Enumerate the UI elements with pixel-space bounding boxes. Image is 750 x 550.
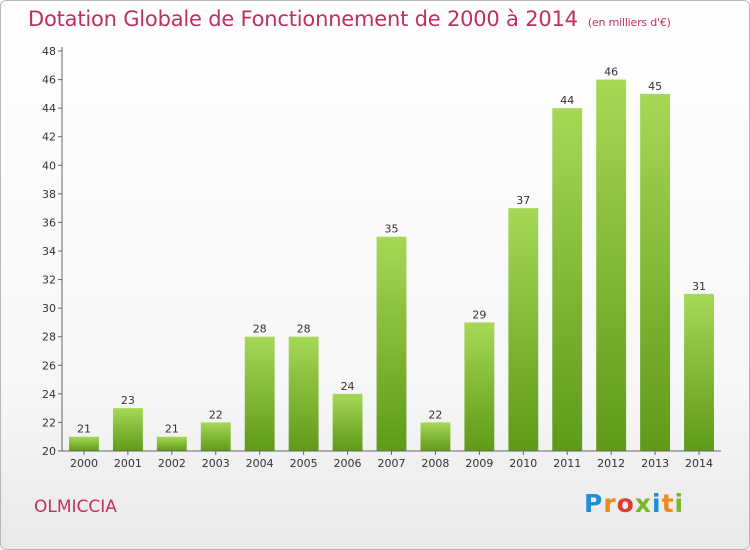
bar-2008 bbox=[420, 422, 451, 451]
logo-letter: i bbox=[674, 489, 685, 518]
x-tick-label-2010: 2010 bbox=[509, 457, 537, 470]
logo-letter: r bbox=[603, 489, 617, 518]
bar-2009 bbox=[464, 322, 495, 451]
data-label-2011: 44 bbox=[560, 94, 574, 107]
x-tick-label-2001: 2001 bbox=[114, 457, 142, 470]
chart-title: Dotation Globale de Fonctionnement de 20… bbox=[28, 7, 671, 31]
y-tick-label: 42 bbox=[42, 131, 56, 144]
x-tick-label-2002: 2002 bbox=[158, 457, 186, 470]
data-label-2000: 21 bbox=[77, 423, 91, 436]
data-label-2003: 22 bbox=[209, 408, 223, 421]
data-label-2012: 46 bbox=[604, 66, 618, 79]
bar-2002 bbox=[156, 436, 187, 451]
data-label-2005: 28 bbox=[297, 323, 311, 336]
bars: 21 23 21 22 28 28 24 35 22 29 37 44 46 45 31 bbox=[69, 66, 714, 452]
bar-2013 bbox=[640, 93, 671, 451]
logo-letter: x bbox=[634, 489, 652, 518]
logo-letter: i bbox=[652, 489, 662, 518]
logo-letter: P bbox=[584, 489, 604, 518]
y-tick-label: 22 bbox=[42, 416, 56, 429]
bar-2004 bbox=[244, 336, 275, 451]
y-tick-label: 46 bbox=[42, 74, 56, 87]
logo-letter: o bbox=[616, 489, 635, 518]
x-tick-label-2003: 2003 bbox=[202, 457, 230, 470]
x-tick-label-2011: 2011 bbox=[553, 457, 581, 470]
x-tick-label-2005: 2005 bbox=[290, 457, 318, 470]
data-label-2004: 28 bbox=[253, 323, 267, 336]
x-tick-label-2013: 2013 bbox=[641, 457, 669, 470]
bar-2005 bbox=[288, 336, 319, 451]
y-tick-label: 34 bbox=[42, 245, 56, 258]
chart-subtitle: (en milliers d'€) bbox=[587, 16, 671, 29]
data-label-2002: 21 bbox=[165, 423, 179, 436]
chart-title-text: Dotation Globale de Fonctionnement de 20… bbox=[28, 7, 578, 31]
x-tick-label-2014: 2014 bbox=[685, 457, 713, 470]
commune-name: OLMICCIA bbox=[34, 497, 117, 517]
data-label-2009: 29 bbox=[472, 308, 486, 321]
bar-2011 bbox=[552, 108, 583, 452]
proxiti-logo: Proxiti bbox=[584, 489, 684, 518]
data-label-2006: 24 bbox=[341, 380, 355, 393]
x-tick-label-2000: 2000 bbox=[70, 457, 98, 470]
data-label-2007: 35 bbox=[385, 223, 399, 236]
bar-2001 bbox=[112, 408, 143, 451]
y-tick-label: 26 bbox=[42, 359, 56, 372]
y-tick-label: 36 bbox=[42, 216, 56, 229]
y-tick-label: 20 bbox=[42, 445, 56, 458]
data-label-2001: 23 bbox=[121, 394, 135, 407]
data-label-2013: 45 bbox=[648, 80, 662, 93]
y-tick-label: 40 bbox=[42, 159, 56, 172]
bar-2000 bbox=[69, 436, 99, 451]
bar-2012 bbox=[596, 79, 627, 452]
data-label-2010: 37 bbox=[516, 194, 530, 207]
data-label-2008: 22 bbox=[428, 408, 442, 421]
y-tick-label: 24 bbox=[42, 388, 56, 401]
x-tick-label-2007: 2007 bbox=[378, 457, 406, 470]
bar-2003 bbox=[200, 422, 231, 451]
x-tick-label-2009: 2009 bbox=[465, 457, 493, 470]
bar-2007 bbox=[376, 236, 407, 451]
y-tick-label: 30 bbox=[42, 302, 56, 315]
x-tick-label-2004: 2004 bbox=[246, 457, 274, 470]
y-tick-label: 38 bbox=[42, 188, 56, 201]
x-tick-label-2008: 2008 bbox=[421, 457, 449, 470]
y-tick-label: 48 bbox=[42, 45, 56, 58]
y-tick-label: 32 bbox=[42, 274, 56, 287]
logo-letter: t bbox=[661, 489, 675, 518]
bar-2006 bbox=[332, 393, 363, 451]
y-axis: 20 22 24 26 28 30 32 34 36 38 40 42 44 46 48 bbox=[42, 45, 63, 458]
bar-2010 bbox=[508, 208, 539, 451]
y-tick-label: 44 bbox=[42, 102, 56, 115]
y-tick-label: 28 bbox=[42, 331, 56, 344]
x-tick-label-2012: 2012 bbox=[597, 457, 625, 470]
x-tick-label-2006: 2006 bbox=[334, 457, 362, 470]
bar-2014 bbox=[684, 293, 714, 451]
x-axis: 2000 2001 2002 2003 2004 2005 2006 2007 2008 2009… bbox=[62, 450, 721, 470]
data-label-2014: 31 bbox=[692, 280, 706, 293]
